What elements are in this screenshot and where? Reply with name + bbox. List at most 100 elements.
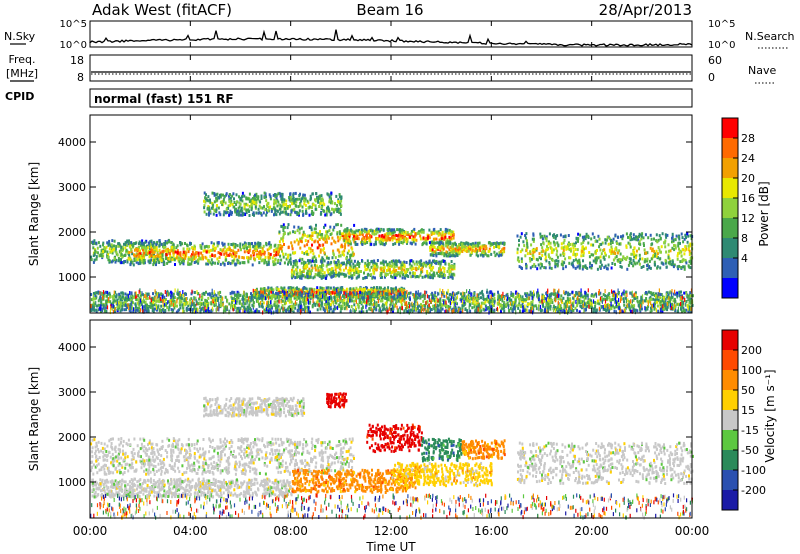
range-cell bbox=[174, 250, 177, 254]
range-cell bbox=[352, 268, 355, 272]
range-cell bbox=[590, 266, 593, 270]
range-cell bbox=[293, 288, 296, 292]
range-cell bbox=[264, 208, 267, 212]
range-cell bbox=[533, 250, 536, 254]
range-cell bbox=[285, 199, 288, 203]
range-cell bbox=[667, 253, 670, 257]
range-cell bbox=[353, 233, 356, 236]
range-cell bbox=[240, 206, 243, 210]
range-cell bbox=[308, 226, 311, 229]
range-cell bbox=[632, 259, 635, 262]
range-cell bbox=[128, 256, 131, 260]
range-cell bbox=[672, 265, 675, 269]
range-cell bbox=[157, 259, 160, 263]
range-cell bbox=[421, 308, 424, 311]
range-cell bbox=[137, 262, 140, 266]
range-cell bbox=[275, 199, 278, 203]
range-cell bbox=[176, 244, 179, 248]
range-cell bbox=[236, 209, 239, 213]
range-cell bbox=[482, 247, 485, 251]
range-cell bbox=[419, 260, 422, 264]
range-cell bbox=[367, 229, 370, 233]
range-cell bbox=[258, 251, 261, 255]
range-cell bbox=[311, 305, 314, 309]
range-cell bbox=[545, 248, 548, 252]
range-cell bbox=[289, 260, 292, 264]
range-cell bbox=[359, 310, 362, 314]
range-cell bbox=[598, 265, 601, 269]
range-cell bbox=[297, 205, 300, 209]
range-cell bbox=[626, 255, 629, 259]
range-cell bbox=[485, 245, 488, 249]
range-cell bbox=[376, 297, 379, 300]
range-cell bbox=[655, 239, 658, 243]
range-cell bbox=[90, 255, 93, 259]
range-cell bbox=[653, 237, 655, 241]
range-cell bbox=[222, 193, 224, 197]
range-cell bbox=[165, 249, 168, 253]
range-cell bbox=[430, 233, 433, 236]
range-cell bbox=[295, 210, 298, 214]
range-cell bbox=[547, 255, 550, 259]
range-cell bbox=[632, 233, 635, 237]
range-cell bbox=[391, 228, 393, 232]
range-cell bbox=[297, 287, 300, 291]
range-cell bbox=[274, 257, 277, 261]
range-cell bbox=[333, 239, 336, 243]
range-cell bbox=[345, 266, 347, 270]
range-cell bbox=[230, 253, 233, 257]
range-cell bbox=[365, 229, 368, 233]
range-cell bbox=[132, 263, 135, 267]
range-cell bbox=[478, 247, 481, 251]
range-cell bbox=[611, 241, 614, 244]
range-cell bbox=[309, 194, 312, 198]
range-cell bbox=[342, 288, 344, 292]
range-cell bbox=[540, 250, 543, 254]
range-cell bbox=[472, 242, 475, 246]
range-cell bbox=[607, 263, 610, 267]
range-cell bbox=[548, 299, 551, 302]
range-cell bbox=[556, 292, 559, 296]
range-cell bbox=[336, 203, 339, 207]
range-cell bbox=[535, 247, 538, 251]
range-cell bbox=[608, 303, 611, 307]
range-cell bbox=[235, 299, 238, 303]
range-cell bbox=[357, 271, 360, 275]
range-cell bbox=[364, 239, 367, 243]
range-cell bbox=[281, 197, 284, 201]
range-cell bbox=[320, 260, 323, 264]
range-cell bbox=[501, 248, 504, 252]
range-cell bbox=[381, 308, 384, 312]
range-cell bbox=[575, 258, 577, 262]
range-cell bbox=[318, 274, 321, 278]
range-cell bbox=[96, 304, 98, 308]
range-cell bbox=[120, 261, 123, 265]
range-cell bbox=[544, 250, 547, 254]
range-cell bbox=[295, 262, 298, 266]
range-cell bbox=[113, 247, 116, 251]
range-cell bbox=[128, 309, 131, 313]
range-cell bbox=[188, 262, 191, 266]
range-cell bbox=[642, 236, 645, 240]
nsearch-tick-top: 10^5 bbox=[708, 19, 735, 30]
range-cell bbox=[666, 296, 669, 300]
range-cell bbox=[439, 262, 442, 266]
range-cell bbox=[163, 310, 165, 314]
range-cell bbox=[661, 310, 664, 314]
range-cell bbox=[487, 300, 490, 303]
range-cell bbox=[607, 242, 610, 246]
range-cell bbox=[574, 248, 577, 251]
range-cell bbox=[630, 262, 633, 265]
range-cell bbox=[132, 244, 135, 248]
range-cell bbox=[287, 223, 290, 227]
range-cell bbox=[646, 267, 649, 271]
range-cell bbox=[485, 247, 488, 251]
range-cell bbox=[131, 296, 133, 300]
range-cell bbox=[548, 295, 551, 299]
range-cell bbox=[311, 234, 314, 237]
range-cell bbox=[211, 261, 214, 265]
range-cell bbox=[541, 234, 544, 238]
range-cell bbox=[326, 208, 329, 211]
range-cell bbox=[432, 237, 435, 241]
range-cell bbox=[437, 241, 440, 245]
